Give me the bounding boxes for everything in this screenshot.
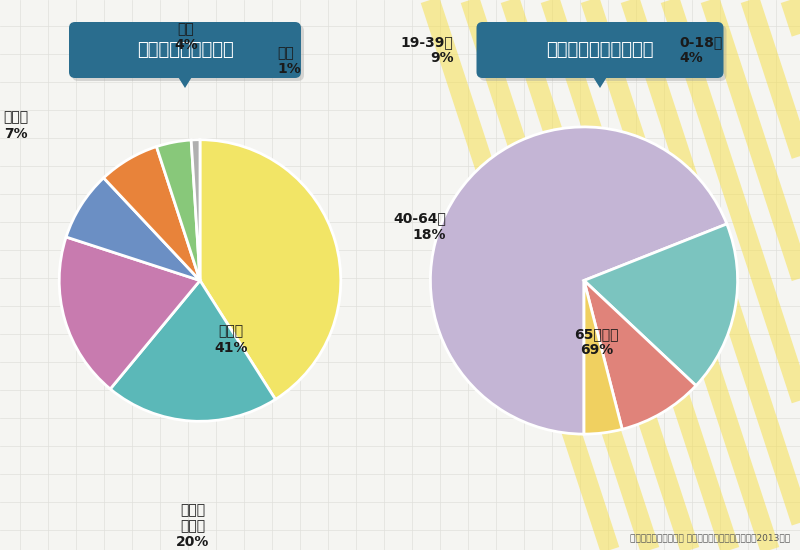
Wedge shape <box>584 280 622 434</box>
Polygon shape <box>590 72 610 88</box>
Wedge shape <box>104 147 200 280</box>
Polygon shape <box>175 72 195 88</box>
Text: 40-64歳
18%: 40-64歳 18% <box>393 212 446 242</box>
Wedge shape <box>430 127 727 434</box>
Text: 0-18歳
4%: 0-18歳 4% <box>679 35 722 65</box>
Text: 出典：国立環境研究所 熱中症患者速報ホームページ2013年度: 出典：国立環境研究所 熱中症患者速報ホームページ2013年度 <box>630 533 790 542</box>
Text: 住宅内発生の年齢割合: 住宅内発生の年齢割合 <box>546 41 654 59</box>
Wedge shape <box>584 280 696 429</box>
Text: 学校
4%: 学校 4% <box>174 22 198 52</box>
Wedge shape <box>157 140 200 280</box>
Text: 道路・
駐車場
20%: 道路・ 駐車場 20% <box>176 503 210 549</box>
FancyBboxPatch shape <box>69 22 301 78</box>
FancyBboxPatch shape <box>477 22 723 78</box>
Text: 熱中症発生場所割合: 熱中症発生場所割合 <box>137 41 234 59</box>
Wedge shape <box>584 224 738 386</box>
FancyBboxPatch shape <box>72 25 304 81</box>
Text: 住宅内
41%: 住宅内 41% <box>214 324 248 355</box>
Wedge shape <box>200 140 341 399</box>
Wedge shape <box>191 140 200 280</box>
Wedge shape <box>59 237 200 389</box>
Wedge shape <box>110 280 275 421</box>
Text: 不明
1%: 不明 1% <box>278 46 301 76</box>
Text: 65歳以上
69%: 65歳以上 69% <box>574 327 618 357</box>
Wedge shape <box>66 178 200 280</box>
Text: 19-39歳
9%: 19-39歳 9% <box>401 35 454 65</box>
FancyBboxPatch shape <box>479 25 726 81</box>
Text: 運動中
7%: 運動中 7% <box>3 111 28 141</box>
